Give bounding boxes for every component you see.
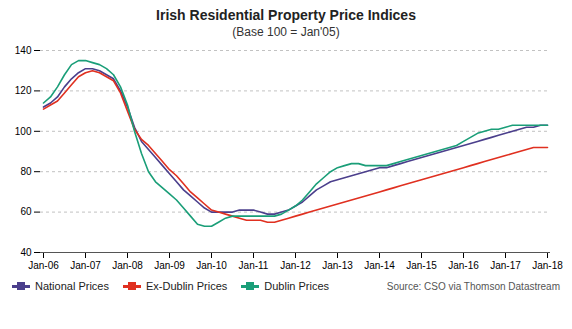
svg-text:140: 140	[15, 45, 32, 56]
html-text:Source: CSO via Thomson Datast: Source: CSO via Thomson Datastream	[386, 280, 560, 292]
svg-text:Jan-09: Jan-09	[154, 260, 185, 271]
svg-text:100: 100	[15, 126, 32, 137]
html-text:Ex-Dublin Prices: Ex-Dublin Prices	[146, 280, 228, 292]
html-text:(Base 100 = Jan'05): (Base 100 = Jan'05)	[232, 25, 340, 39]
svg-text:Jan-18: Jan-18	[532, 260, 563, 271]
svg-text:80: 80	[20, 166, 32, 177]
svg-text:Jan-12: Jan-12	[280, 260, 311, 271]
svg-text:Jan-13: Jan-13	[322, 260, 353, 271]
svg-text:Jan-10: Jan-10	[196, 260, 227, 271]
svg-text:60: 60	[20, 206, 32, 217]
svg-text:Jan-14: Jan-14	[364, 260, 395, 271]
svg-text:Jan-15: Jan-15	[406, 260, 437, 271]
svg-text:Jan-17: Jan-17	[490, 260, 521, 271]
svg-text:Jan-06: Jan-06	[28, 260, 59, 271]
html-text:Dublin Prices: Dublin Prices	[264, 280, 330, 292]
html-text:Irish Residential Property Pri: Irish Residential Property Price Indices	[156, 7, 416, 23]
svg-text:120: 120	[15, 85, 32, 96]
svg-text:Jan-16: Jan-16	[448, 260, 479, 271]
svg-text:Jan-11: Jan-11	[239, 260, 269, 271]
html-text:National Prices: National Prices	[35, 280, 109, 292]
svg-text:Jan-07: Jan-07	[70, 260, 101, 271]
svg-text:Jan-08: Jan-08	[112, 260, 143, 271]
svg-text:40: 40	[20, 247, 32, 258]
